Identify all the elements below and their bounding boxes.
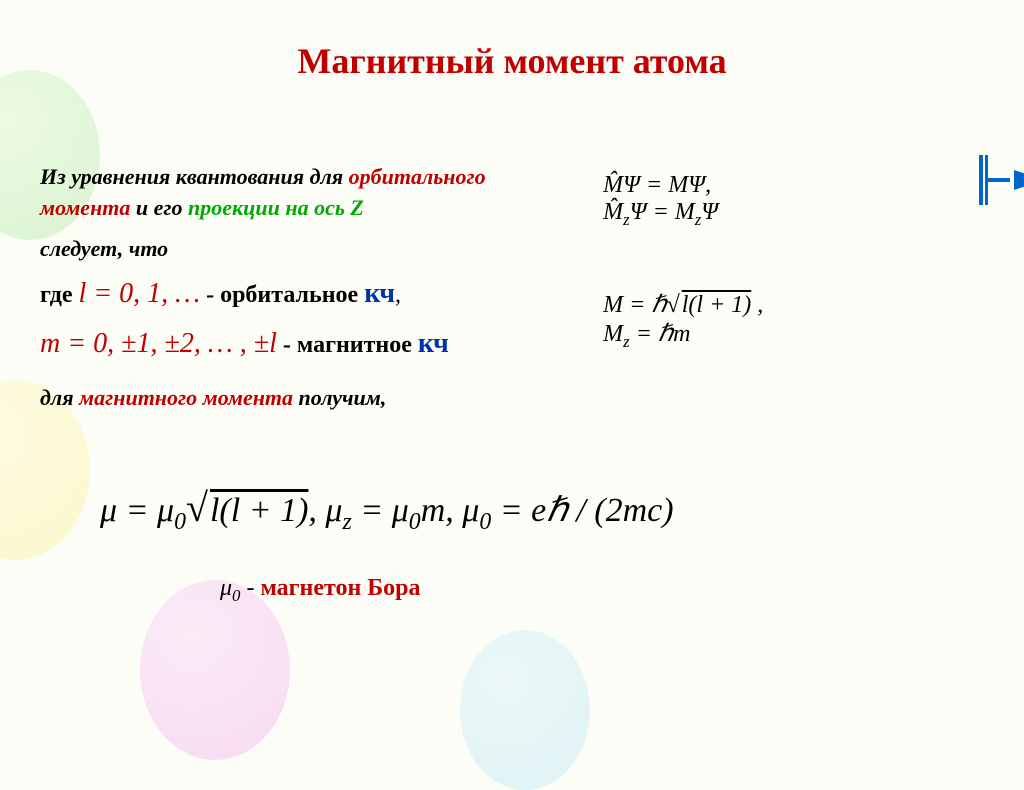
eq-angular-momentum: M = ℏ√l(l + 1) , Mz = ℏm bbox=[603, 290, 984, 352]
para-2: следует, что bbox=[40, 234, 573, 265]
bigeq-subz: z bbox=[343, 508, 352, 534]
p2-text: следует, что bbox=[40, 236, 168, 261]
para-4: m = 0, ±1, ±2, … , ±l - магнитное кч bbox=[40, 324, 573, 363]
p4-text: - магнитное bbox=[277, 332, 418, 358]
eq-operator-1: M̂Ψ = MΨ, M̂zΨ = MzΨ bbox=[603, 172, 984, 230]
p5-magnetic: магнитного момента bbox=[79, 385, 293, 410]
eq3a: M = ℏ bbox=[603, 292, 666, 318]
eq3-rad: l(l + 1) bbox=[680, 292, 752, 318]
slide-content: Магнитный момент атома Из уравнения кван… bbox=[0, 0, 1024, 636]
p3-text-c: - орбитальное bbox=[200, 282, 364, 308]
p4-kch: кч bbox=[418, 328, 449, 359]
right-column: M̂Ψ = MΨ, M̂zΨ = MzΨ M = ℏ√l(l + 1) , Mz… bbox=[603, 162, 984, 424]
para-5: для магнитного момента получим, bbox=[40, 383, 573, 414]
bigeq-sub0c: 0 bbox=[479, 508, 491, 534]
p3-formula: l = 0, 1, … bbox=[79, 278, 201, 309]
eq2b: Ψ = M bbox=[630, 199, 695, 225]
bigeq-sub0b: 0 bbox=[409, 508, 421, 534]
p1-projection: проекции на ось Z bbox=[188, 195, 364, 220]
bohr-label: магнетон Бора bbox=[260, 575, 420, 601]
bigeq-sub0a: 0 bbox=[174, 508, 186, 534]
eq2a: M̂ bbox=[603, 199, 623, 225]
bohr-dash: - bbox=[240, 575, 260, 601]
content-row: Из уравнения квантования для орбитальног… bbox=[40, 162, 984, 424]
p5-text-a: для bbox=[40, 385, 79, 410]
main-equation: μ = μ0√l(l + 1), μz = μ0m, μ0 = eℏ / (2m… bbox=[100, 484, 984, 536]
bohr-magneton-line: μ0 - магнетон Бора bbox=[220, 575, 984, 606]
p1-text-a: Из уравнения квантования для bbox=[40, 164, 349, 189]
bohr-sym: μ bbox=[220, 575, 232, 601]
bigeq-mu: μ = μ bbox=[100, 492, 174, 529]
balloon-blue bbox=[460, 630, 590, 790]
p3-kch: кч bbox=[364, 278, 395, 309]
bigeq-end: = eℏ / (2mc) bbox=[491, 492, 673, 529]
p4-formula: m = 0, ±1, ±2, … , ±l bbox=[40, 328, 277, 359]
p5-text-c: получим, bbox=[293, 385, 386, 410]
left-column: Из уравнения квантования для орбитальног… bbox=[40, 162, 573, 424]
p1-text-c: и его bbox=[130, 195, 188, 220]
eq3b: , bbox=[751, 292, 763, 318]
bigeq-m: m, μ bbox=[421, 492, 480, 529]
bigeq-comma1: , μ bbox=[308, 492, 342, 529]
eq4b: = ℏm bbox=[630, 321, 691, 347]
eq4a: M bbox=[603, 321, 623, 347]
eq1: M̂Ψ = MΨ, bbox=[603, 172, 711, 198]
p3-text-a: где bbox=[40, 282, 79, 308]
para-3: где l = 0, 1, … - орбитальное кч, bbox=[40, 274, 573, 313]
bigeq-rad: l(l + 1) bbox=[208, 492, 308, 529]
p3-comma: , bbox=[395, 282, 401, 308]
para-1: Из уравнения квантования для орбитальног… bbox=[40, 162, 573, 224]
slide-title: Магнитный момент атома bbox=[40, 40, 984, 82]
eq2c: Ψ bbox=[701, 199, 718, 225]
bigeq-mid: = μ bbox=[352, 492, 409, 529]
